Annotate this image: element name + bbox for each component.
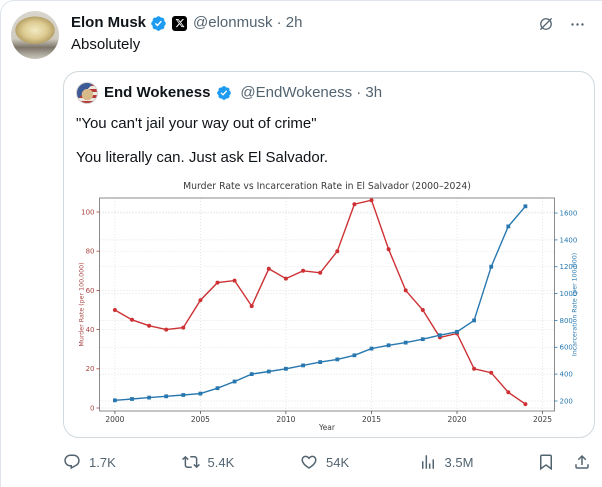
tweet-actions (537, 11, 594, 33)
quote-author-avatar[interactable] (76, 82, 98, 104)
share-button[interactable] (573, 453, 591, 471)
author-handle-time[interactable]: @elonmusk · 2h (193, 14, 303, 31)
svg-text:20: 20 (86, 365, 95, 373)
author-name-row: Elon Musk @elonmusk · 2h (71, 11, 537, 33)
svg-text:2015: 2015 (362, 415, 381, 424)
quoted-tweet-card[interactable]: End Wokeness @EndWokeness · 3h "You can'… (63, 71, 595, 438)
quote-text-line-2: You literally can. Just ask El Salvador. (76, 149, 329, 166)
svg-text:400: 400 (560, 371, 573, 379)
repost-button[interactable]: 5.4K (181, 453, 301, 471)
reply-button[interactable]: 1.7K (63, 453, 182, 471)
ellipsis-icon (571, 22, 584, 26)
engagement-bar: 1.7K 5.4K 54K 3.5M (63, 444, 595, 480)
svg-text:2025: 2025 (533, 415, 552, 424)
tweet-main: Elon Musk @elonmusk · 2h Absolutely (71, 11, 537, 55)
svg-text:1600: 1600 (560, 209, 578, 217)
verified-badge-icon (150, 15, 167, 32)
quote-text-line-1: "You can't jail your way out of crime" (76, 115, 317, 132)
svg-text:1000: 1000 (560, 290, 578, 298)
svg-text:80: 80 (86, 248, 95, 256)
svg-text:1200: 1200 (560, 263, 578, 271)
tweet-content: End Wokeness @EndWokeness · 3h "You can'… (63, 71, 595, 480)
svg-text:200: 200 (560, 397, 573, 405)
reply-icon (64, 454, 80, 470)
svg-text:2020: 2020 (447, 415, 466, 424)
grok-button[interactable] (537, 15, 555, 33)
svg-text:2010: 2010 (276, 415, 295, 424)
svg-text:800: 800 (560, 317, 573, 325)
tweet: Elon Musk @elonmusk · 2h Absolutely (11, 11, 595, 480)
grok-icon (539, 17, 553, 31)
quote-author-handle-time[interactable]: @EndWokeness · 3h (240, 84, 383, 101)
svg-text:40: 40 (86, 326, 95, 334)
like-icon (301, 455, 317, 469)
more-button[interactable] (569, 16, 586, 33)
svg-text:Incarceration Rate (per 100,00: Incarceration Rate (per 100,000) (572, 253, 579, 356)
bookmark-icon (540, 454, 552, 471)
share-icon (575, 454, 589, 469)
like-count: 54K (326, 454, 350, 470)
bookmark-button[interactable] (537, 453, 555, 471)
svg-text:Year: Year (318, 423, 336, 432)
svg-text:100: 100 (81, 208, 94, 216)
svg-text:2000: 2000 (105, 415, 124, 424)
svg-text:Murder Rate vs Incarceration R: Murder Rate vs Incarceration Rate in El … (183, 181, 471, 192)
svg-text:2005: 2005 (191, 415, 210, 424)
svg-text:1400: 1400 (560, 236, 578, 244)
like-button[interactable]: 54K (300, 453, 419, 471)
x-affiliate-badge-icon (172, 15, 188, 31)
chart-murder-vs-incarceration-rate[interactable]: 0 20 40 60 80 100 200 400 600 800 1000 1200 1400 1600… (76, 178, 582, 433)
repost-count: 5.4K (207, 454, 235, 470)
repost-icon (181, 455, 200, 469)
svg-text:600: 600 (560, 344, 573, 352)
views-button[interactable]: 3.5M (419, 453, 538, 471)
tweet-text: Absolutely (71, 36, 141, 53)
author-avatar[interactable] (11, 11, 59, 59)
quote-header: End Wokeness @EndWokeness · 3h (76, 82, 582, 104)
svg-text:0: 0 (90, 404, 94, 412)
author-name[interactable]: Elon Musk (71, 14, 147, 31)
quote-author-name[interactable]: End Wokeness (104, 84, 211, 101)
reply-count: 1.7K (89, 454, 116, 470)
views-icon (421, 455, 434, 469)
svg-text:Murder Rate (per 100,000): Murder Rate (per 100,000) (79, 262, 86, 346)
svg-text:60: 60 (86, 287, 95, 295)
engagement-end-group (537, 453, 595, 471)
tweet-header: Elon Musk @elonmusk · 2h Absolutely (11, 11, 594, 59)
views-count: 3.5M (444, 454, 474, 470)
quote-verified-badge-icon (216, 85, 232, 101)
